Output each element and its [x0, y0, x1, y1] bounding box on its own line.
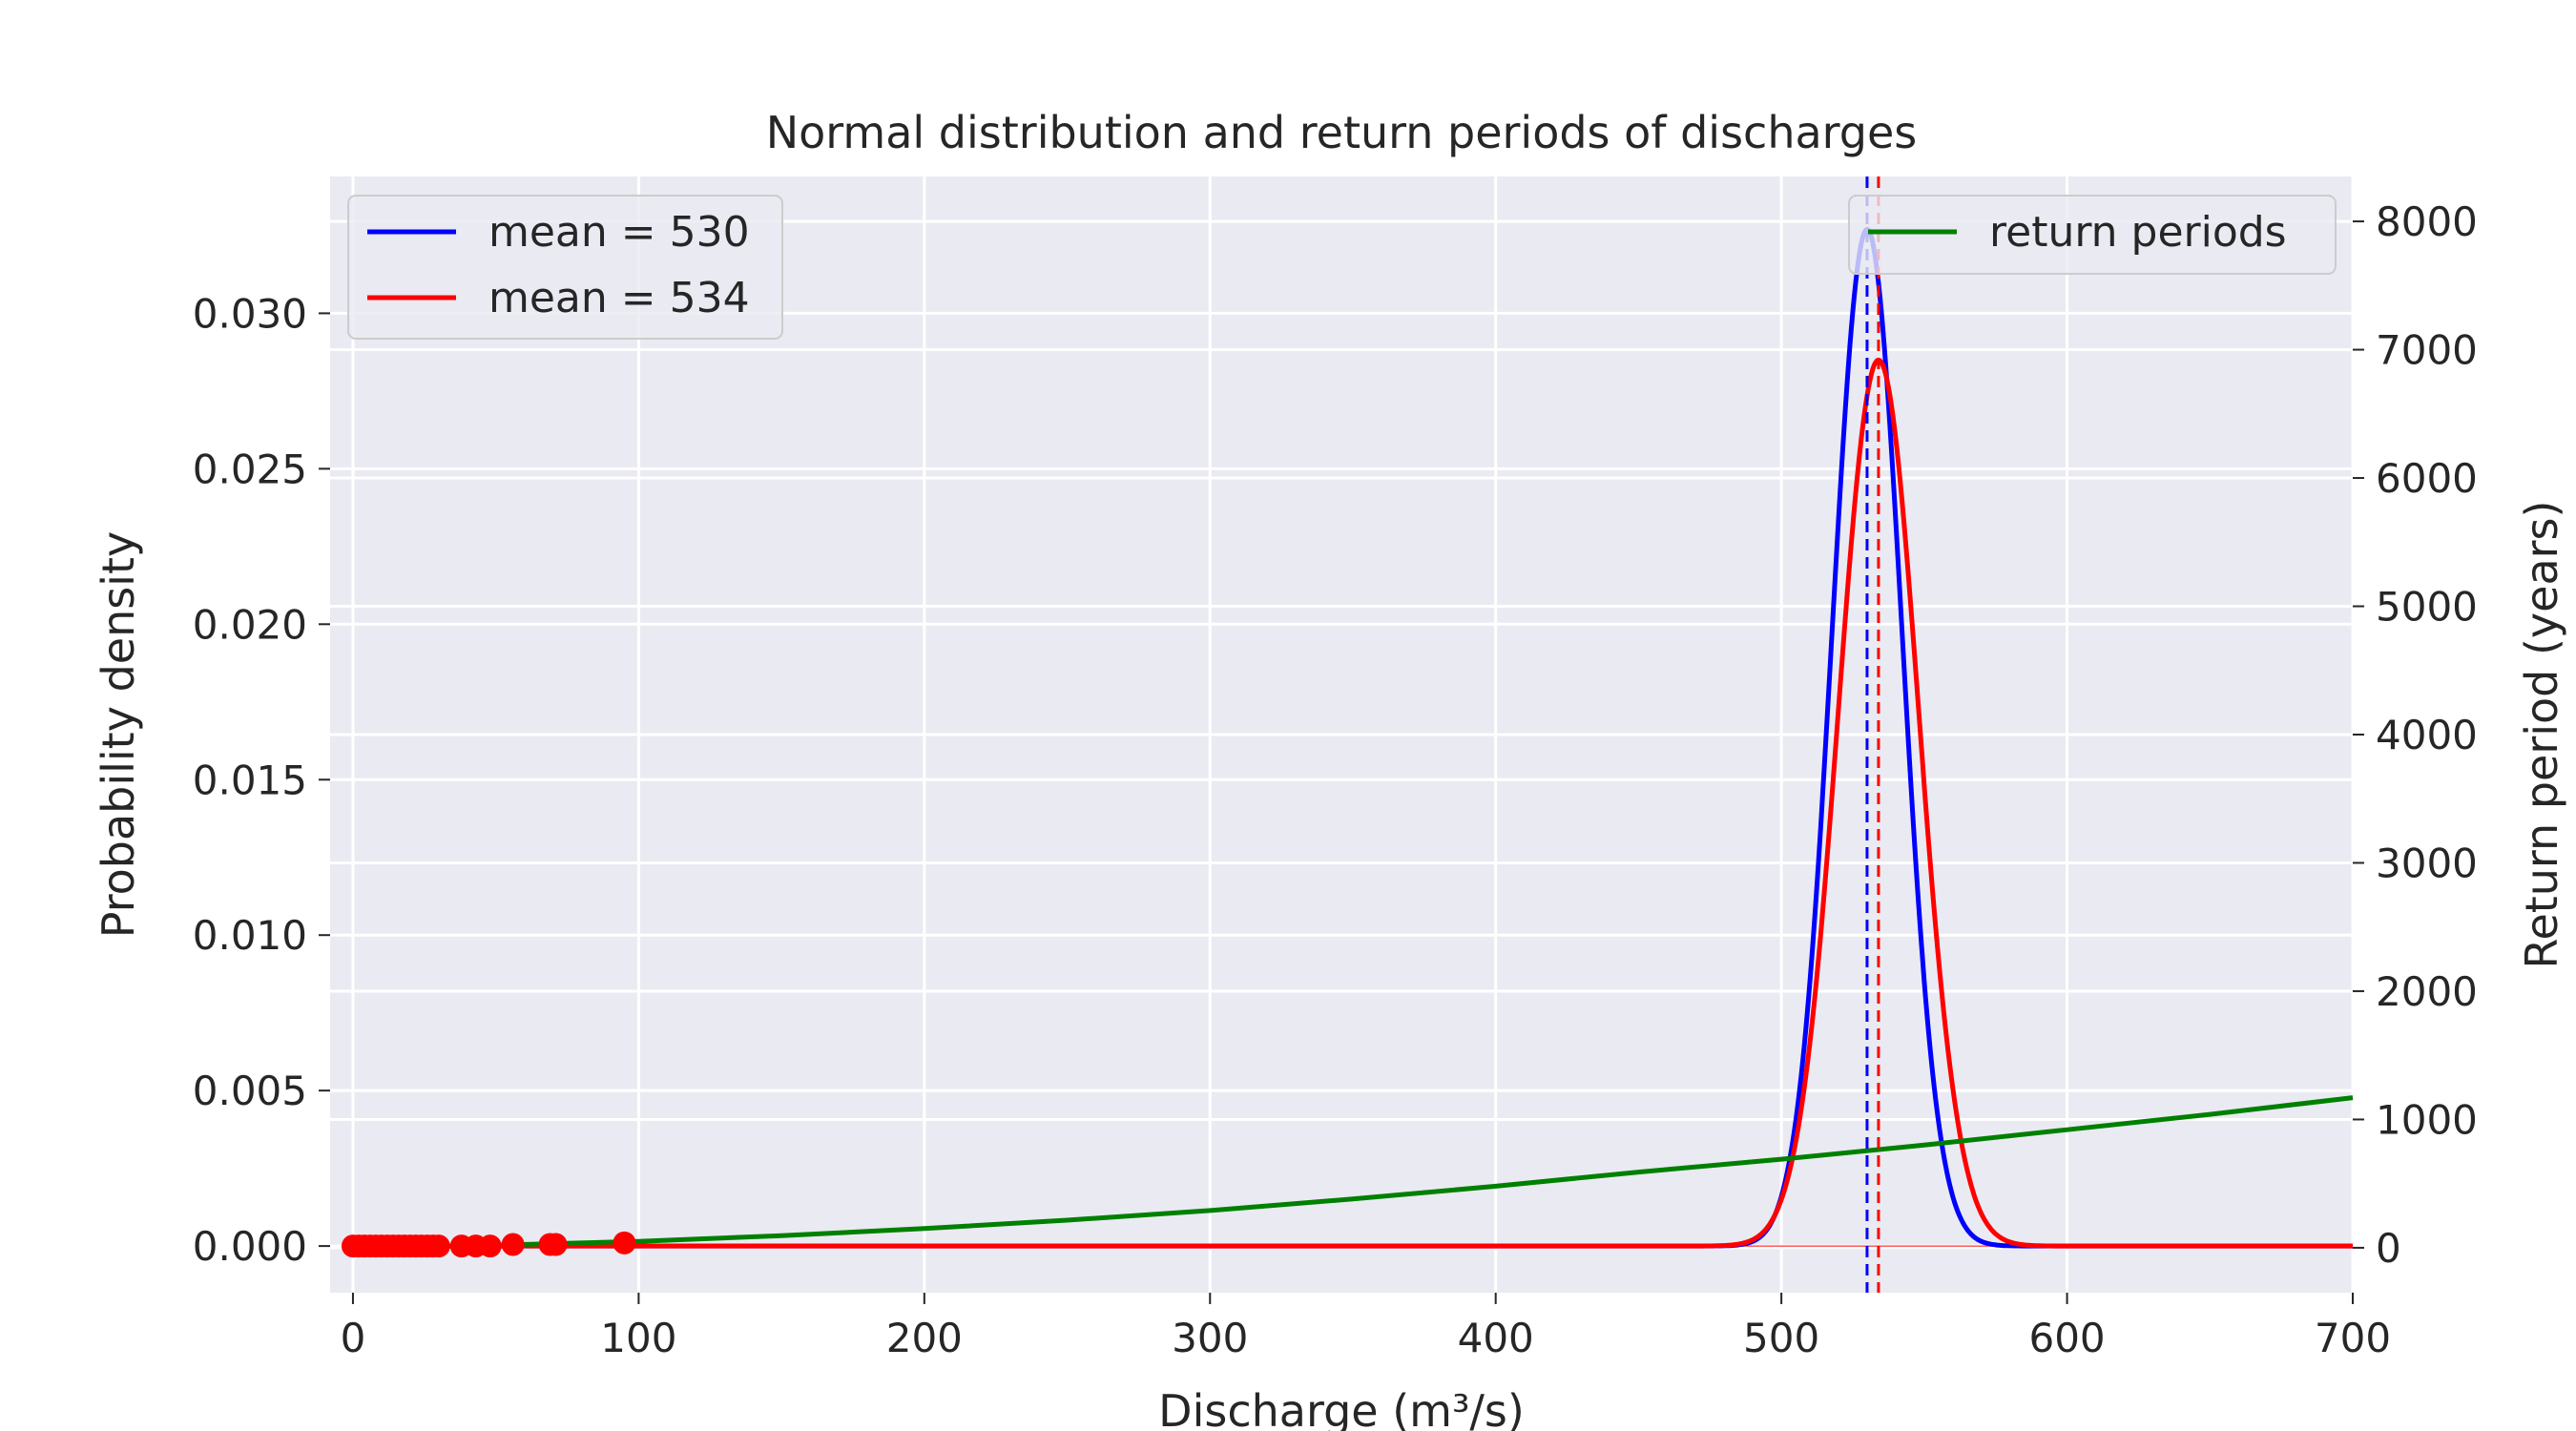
y-right-tick-label: 2000 [2376, 968, 2478, 1015]
y-right-tick-label: 3000 [2376, 840, 2478, 886]
y-axis-right-label: Return period (years) [2516, 501, 2567, 969]
x-tick-label: 600 [2028, 1315, 2105, 1361]
discharge-point [478, 1234, 502, 1258]
chart-title: Normal distribution and return periods o… [766, 107, 1918, 158]
x-tick-label: 700 [2315, 1315, 2391, 1361]
x-tick-label: 200 [886, 1315, 963, 1361]
legend-right: return periods [1848, 195, 2337, 275]
y-left-tick-label: 0.005 [193, 1068, 307, 1114]
y-left-tick-label: 0.010 [193, 912, 307, 959]
y-left-tick-label: 0.030 [193, 290, 307, 337]
x-axis-label: Discharge (m³/s) [1158, 1385, 1525, 1431]
x-tick-label: 0 [341, 1315, 366, 1361]
x-tick-label: 300 [1172, 1315, 1248, 1361]
y-left-tick-label: 0.025 [193, 446, 307, 492]
legend-label-return-periods: return periods [1989, 208, 2287, 257]
y-left-tick-label: 0.020 [193, 601, 307, 648]
discharge-point [501, 1233, 525, 1256]
y-axis-left-label: Probability density [93, 531, 144, 938]
legend-left-box [347, 195, 783, 340]
x-tick-label: 100 [600, 1315, 676, 1361]
y-right-tick-label: 5000 [2376, 584, 2478, 631]
legend-right-box [1848, 195, 2337, 275]
x-tick-label: 500 [1743, 1315, 1819, 1361]
ticks: 0 100 200 300 400 500 600 700 0.000 0.005 0.010 0.0… [193, 198, 2478, 1361]
discharge-point [544, 1233, 568, 1256]
discharge-point [426, 1234, 450, 1258]
y-right-tick-label: 0 [2376, 1225, 2401, 1272]
y-left-tick-label: 0.000 [193, 1223, 307, 1270]
y-right-tick-label: 1000 [2376, 1096, 2478, 1143]
legend-label-mean-530: mean = 530 [488, 208, 750, 257]
y-right-tick-label: 6000 [2376, 455, 2478, 502]
series-line-mean-534 [352, 357, 2354, 1249]
series-layer [341, 176, 2354, 1293]
x-tick-label: 400 [1458, 1315, 1534, 1361]
y-right-tick-label: 7000 [2376, 327, 2478, 374]
y-left-tick-label: 0.015 [193, 757, 307, 803]
y-right-tick-label: 8000 [2376, 198, 2478, 245]
legend-label-mean-534: mean = 534 [488, 274, 750, 322]
legend-left: mean = 530 mean = 534 [347, 195, 783, 340]
discharge-point [613, 1231, 636, 1255]
y-right-tick-label: 4000 [2376, 712, 2478, 758]
series-line-return-periods [352, 1095, 2354, 1251]
